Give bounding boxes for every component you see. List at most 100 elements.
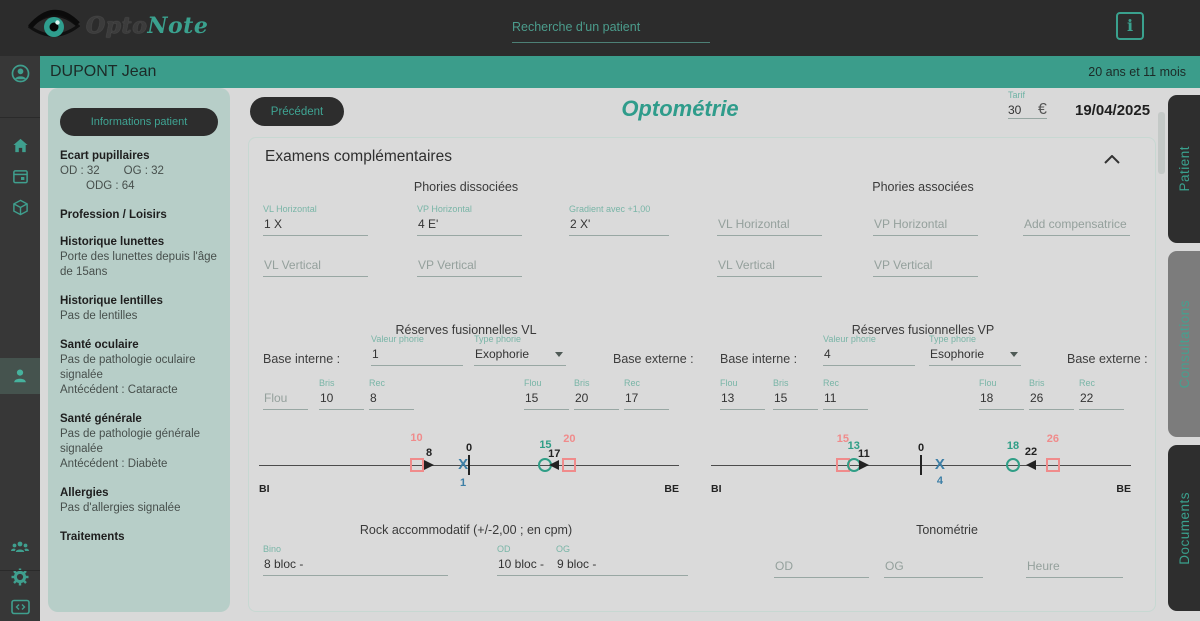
section-line: Antécédent : Diabète	[60, 458, 168, 470]
field-gradient: Gradient avec +1,00 2 X'	[569, 204, 669, 236]
field-label: Valeur phorie	[823, 334, 876, 344]
type-phorie-vl-select[interactable]: Exophorie	[474, 347, 566, 366]
section-line: Pas de pathologie oculaire signalée	[60, 354, 196, 381]
vl-horizontal-input[interactable]: 1 X	[263, 217, 368, 236]
info-button[interactable]: i	[1116, 12, 1144, 40]
patient-age: 20 ans et 11 mois	[1088, 65, 1186, 79]
field-label: Bris	[574, 378, 590, 388]
diagram-marker-value: 8	[426, 447, 433, 459]
vp-vertical-input[interactable]: VP Vertical	[417, 258, 522, 277]
bi-label: BI	[711, 483, 722, 495]
chevron-up-icon	[1104, 154, 1120, 164]
section-title: Ecart pupillaires	[60, 150, 150, 162]
gear-icon	[11, 568, 29, 586]
vl-be-bris-input[interactable]: 20	[574, 391, 619, 410]
vl-bi-flou-input[interactable]: Flou	[263, 391, 308, 410]
scrollbar-thumb[interactable]	[1158, 112, 1165, 174]
vl-be-flou-input[interactable]: 15	[524, 391, 569, 410]
sidebar-item-stock[interactable]	[0, 192, 40, 222]
base-externe-label: Base externe :	[1067, 352, 1148, 366]
field-vl-be-flou: Flou 15	[524, 378, 569, 410]
field-tono-heure: Heure	[1026, 559, 1123, 578]
section-line: Antécédent : Cataracte	[60, 384, 178, 396]
type-phorie-vp-select[interactable]: Esophorie	[929, 347, 1021, 366]
valeur-phorie-vl-input[interactable]: 1	[371, 347, 463, 366]
previous-button[interactable]: Précédent	[250, 97, 344, 126]
rock-og-input[interactable]: 9 bloc -	[556, 557, 688, 576]
diagram-marker-value: 20	[563, 433, 576, 445]
vp-horizontal-input[interactable]: 4 E'	[417, 217, 522, 236]
be-label: BE	[664, 483, 679, 495]
field-tono-og: OG	[884, 559, 983, 578]
sidebar-item-settings[interactable]	[0, 562, 40, 592]
section-allergies: Allergies Pas d'allergies signalée	[60, 487, 218, 516]
reserves-vp-title: Réserves fusionnelles VP	[851, 323, 995, 337]
section-sante-oculaire: Santé oculaire Pas de pathologie oculair…	[60, 339, 218, 398]
field-valeur-phorie-vl: Valeur phorie 1	[371, 334, 463, 366]
package-icon	[12, 199, 28, 215]
vp-be-rec-input[interactable]: 22	[1079, 391, 1124, 410]
sidebar-item-calendar[interactable]	[0, 161, 40, 191]
sidebar-item-patient[interactable]	[0, 358, 40, 394]
field-type-phorie-vp: Type phorie Esophorie	[929, 334, 1021, 366]
field-label: VL Horizontal	[263, 204, 317, 214]
section-title: Santé oculaire	[60, 339, 139, 351]
reserves-vp-diagram: BI BE 15 13 11 0 X 4 18 22 26	[711, 431, 1131, 497]
assoc-vl-vertical-input[interactable]: VL Vertical	[717, 258, 822, 277]
tono-heure-input[interactable]: Heure	[1026, 559, 1123, 578]
gradient-input[interactable]: 2 X'	[569, 217, 669, 236]
chevron-down-icon	[555, 352, 563, 357]
valeur-phorie-vp-input[interactable]: 4	[823, 347, 915, 366]
be-label: BE	[1116, 483, 1131, 495]
diagram-marker-value: 11	[858, 448, 870, 460]
field-vl-bi-rec: Rec 8	[369, 378, 414, 410]
tarif-field[interactable]: Tarif 30 €	[1008, 90, 1060, 121]
calendar-icon	[12, 169, 28, 183]
vp-bi-flou-input[interactable]: 13	[720, 391, 765, 410]
sidebar-item-team[interactable]	[0, 532, 40, 562]
assoc-vp-horizontal-input[interactable]: VP Horizontal	[873, 217, 978, 236]
tab-label: Patient	[1176, 146, 1192, 192]
field-vp-bi-rec: Rec 11	[823, 378, 868, 410]
tono-og-input[interactable]: OG	[884, 559, 983, 578]
section-profession: Profession / Loisirs	[60, 209, 218, 221]
tab-patient[interactable]: Patient	[1168, 95, 1200, 243]
sidebar-item-account[interactable]	[0, 58, 40, 88]
collapse-button[interactable]	[1101, 150, 1123, 168]
vl-bi-rec-input[interactable]: 8	[369, 391, 414, 410]
assoc-vl-horizontal-input[interactable]: VL Horizontal	[717, 217, 822, 236]
diagram-marker-value: 15	[539, 439, 552, 451]
tarif-label: Tarif	[1008, 90, 1026, 100]
field-label: OD	[497, 544, 511, 554]
field-label: OG	[556, 544, 571, 554]
vl-be-rec-input[interactable]: 17	[624, 391, 669, 410]
add-compensatrice-input[interactable]: Add compensatrice	[1023, 217, 1130, 236]
field-label: Rec	[369, 378, 386, 388]
tab-consultations[interactable]: Consultations	[1168, 251, 1200, 437]
ecart-og: OG : 32	[123, 165, 164, 177]
patient-icon	[14, 369, 26, 383]
vl-vertical-input[interactable]: VL Vertical	[263, 258, 368, 277]
field-vp-horizontal: VP Horizontal 4 E'	[417, 204, 522, 236]
vp-bi-rec-input[interactable]: 11	[823, 391, 868, 410]
vp-be-bris-input[interactable]: 26	[1029, 391, 1074, 410]
field-vp-be-bris: Bris 26	[1029, 378, 1074, 410]
assoc-vp-vertical-input[interactable]: VP Vertical	[873, 258, 978, 277]
informations-patient-button[interactable]: Informations patient	[60, 108, 218, 136]
section-title: Traitements	[60, 531, 125, 543]
vl-bi-bris-input[interactable]: 10	[319, 391, 364, 410]
diagram-marker-value: 26	[1046, 433, 1059, 445]
tarif-input[interactable]: 30	[1008, 103, 1022, 117]
sidebar-item-console[interactable]	[0, 592, 40, 621]
vp-be-flou-input[interactable]: 18	[979, 391, 1024, 410]
sidebar-item-home[interactable]	[0, 130, 40, 160]
field-rock-bino: Bino 8 bloc -	[263, 544, 448, 576]
patient-search-input[interactable]: Recherche d'un patient	[512, 18, 710, 43]
diagram-marker-value: 0	[917, 442, 925, 454]
tab-documents[interactable]: Documents	[1168, 445, 1200, 611]
tono-od-input[interactable]: OD	[774, 559, 869, 578]
rock-bino-input[interactable]: 8 bloc -	[263, 557, 448, 576]
code-icon	[10, 599, 30, 615]
vp-bi-bris-input[interactable]: 15	[773, 391, 818, 410]
section-title: Santé générale	[60, 413, 142, 425]
